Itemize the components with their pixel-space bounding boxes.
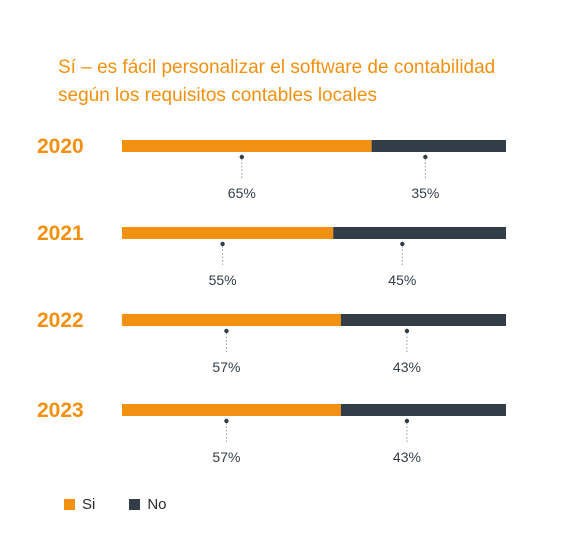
chart-title-line-2: según los requisitos contables locales xyxy=(58,85,377,106)
bar-no-2023 xyxy=(340,404,506,416)
value-label-si-2022: 57% xyxy=(212,359,240,375)
legend-item-si: Si xyxy=(64,496,95,513)
legend-swatch-si xyxy=(64,499,75,510)
marker-dot-si-2021 xyxy=(220,241,225,247)
legend-item-no: No xyxy=(129,496,167,513)
year-label-2022: 2022 xyxy=(37,309,84,332)
bar-si-2020 xyxy=(122,140,372,152)
legend: Si No xyxy=(64,496,201,513)
chart-title-line-1: Sí – es fácil personalizar el software d… xyxy=(58,57,496,78)
value-label-si-2020: 65% xyxy=(228,185,256,201)
value-label-si-2023: 57% xyxy=(212,449,240,465)
legend-label-si: Si xyxy=(82,496,96,513)
bar-si-2022 xyxy=(122,314,341,326)
bar-si-2023 xyxy=(122,404,341,416)
marker-dot-si-2022 xyxy=(224,328,229,334)
marker-dot-no-2023 xyxy=(404,418,410,424)
legend-label-no: No xyxy=(147,496,167,513)
year-label-2021: 2021 xyxy=(37,222,84,245)
value-label-no-2022: 43% xyxy=(393,359,421,375)
marker-dot-si-2023 xyxy=(224,418,229,424)
value-label-no-2021: 45% xyxy=(388,272,416,288)
year-label-2023: 2023 xyxy=(37,399,84,422)
bar-no-2022 xyxy=(340,314,506,326)
value-label-no-2020: 35% xyxy=(411,185,439,201)
bar-si-2021 xyxy=(122,227,334,239)
value-label-si-2021: 55% xyxy=(209,272,237,288)
stacked-bar-chart: 2020 65% 35% 2021 55% 45% 2022 57% 43% 2023 57% 43% xyxy=(37,135,506,465)
chart-title: Sí – es fácil personalizar el software d… xyxy=(58,54,558,110)
year-label-2020: 2020 xyxy=(37,135,84,158)
value-label-no-2023: 43% xyxy=(393,449,421,465)
marker-dot-no-2022 xyxy=(404,328,410,334)
bar-no-2020 xyxy=(371,140,506,152)
marker-dot-no-2021 xyxy=(400,241,405,247)
marker-dot-si-2020 xyxy=(239,154,244,160)
bar-no-2021 xyxy=(333,227,506,239)
marker-dot-no-2020 xyxy=(423,154,428,160)
legend-swatch-no xyxy=(129,499,141,510)
